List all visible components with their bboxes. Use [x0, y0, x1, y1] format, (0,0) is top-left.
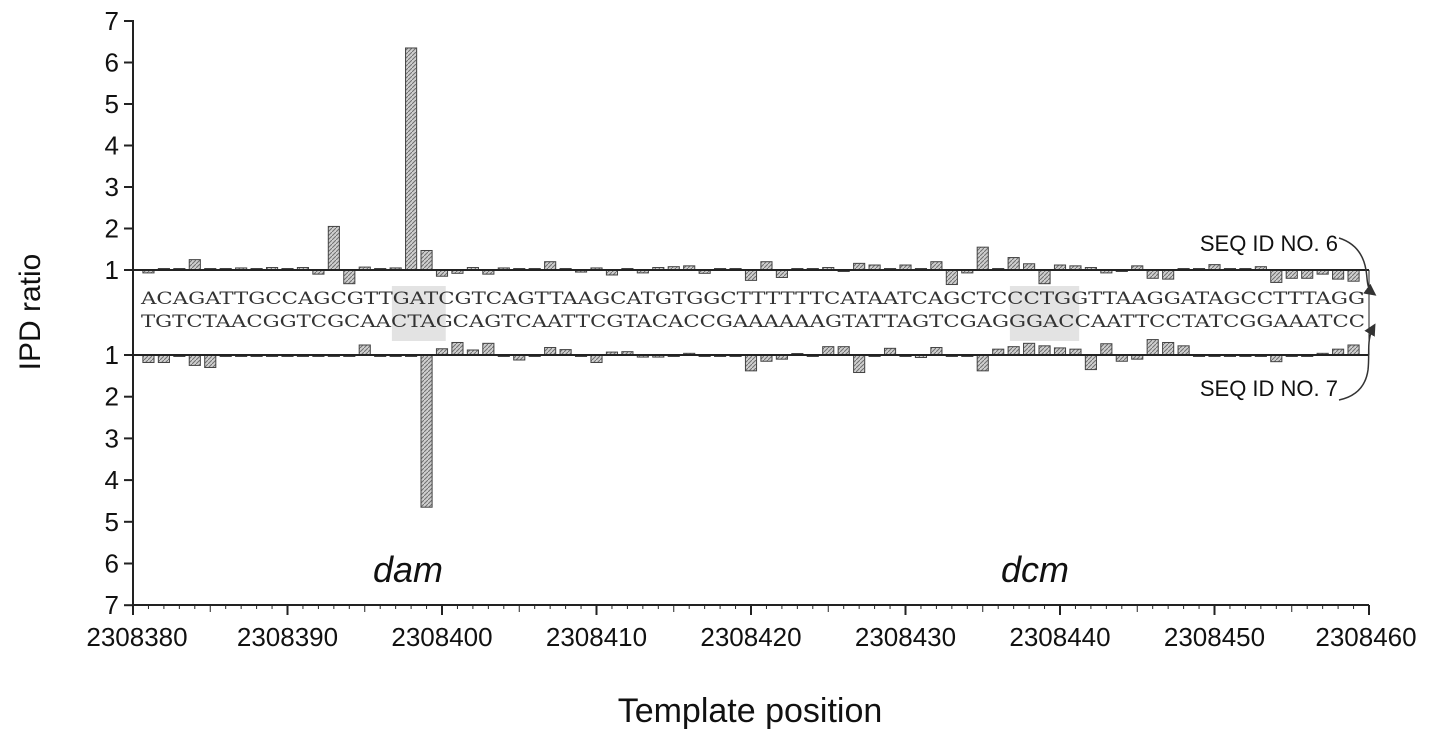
x-axis-label: Template position: [618, 692, 883, 730]
bar-bottom: [883, 347, 897, 356]
bar-bottom: [853, 354, 866, 374]
bar-top: [1146, 269, 1159, 279]
y-tick-label: 1: [105, 340, 119, 370]
bar-top: [343, 269, 356, 285]
bar-top: [1301, 269, 1314, 279]
bar-top: [327, 225, 340, 271]
baselines: [133, 269, 1369, 356]
x-tick-label: 2308400: [391, 622, 492, 652]
bar-bottom: [590, 354, 603, 364]
bar-bottom: [157, 354, 170, 364]
bar-bottom: [976, 354, 989, 372]
bar-bottom: [1023, 342, 1036, 356]
bar-bottom: [1007, 346, 1020, 356]
bar-bottom: [1162, 341, 1175, 356]
bar-bottom: [1038, 345, 1051, 356]
bar-top: [188, 259, 201, 271]
sequence-top: ACAGATTGCCAGCGTTGATCGTCAGTTAAGCATGTGGCTT…: [140, 289, 1365, 309]
bar-bottom: [544, 346, 557, 356]
sequence-bottom: TGTCTAACGGTCGCAACTAGCAGTCAATTCGTACACCGAA…: [141, 312, 1365, 332]
legend-seq-id-6: SEQ ID NO. 6: [1200, 231, 1338, 256]
y-tick-label: 4: [105, 131, 119, 161]
x-tick-label: 2308380: [86, 622, 187, 652]
x-tick-label: 2308440: [1009, 622, 1110, 652]
bar-bottom: [482, 342, 495, 356]
bar-top: [744, 269, 758, 281]
sequence-highlights: [391, 286, 1080, 341]
bar-bottom: [1177, 345, 1190, 356]
annotation-dam: dam: [373, 549, 443, 590]
bar-bottom: [358, 344, 371, 356]
bar-bottom: [1347, 344, 1360, 356]
bottom-strand-bars: [142, 339, 1360, 508]
y-tick-label: 6: [105, 48, 119, 78]
bar-bottom: [1146, 339, 1159, 356]
arrow-seq-id-7: [1338, 323, 1376, 401]
y-tick-label: 7: [105, 6, 119, 36]
bar-bottom: [1084, 354, 1097, 371]
annotation-dcm: dcm: [1001, 549, 1069, 590]
bar-bottom: [420, 354, 433, 508]
x-tick-label: 2308430: [855, 622, 956, 652]
x-tick-label: 2308420: [700, 622, 801, 652]
bar-top: [1038, 269, 1051, 285]
y-tick-label: 2: [105, 214, 119, 244]
bar-top: [1347, 269, 1360, 282]
x-tick-label: 2308390: [237, 622, 338, 652]
x-ticks: 2308380 2308390 2308400 2308410 2308420 23084…: [86, 605, 1417, 652]
bar-bottom: [142, 354, 155, 364]
bar-top: [405, 47, 418, 271]
bar-top: [1332, 269, 1345, 280]
bar-bottom: [188, 354, 201, 366]
bar-bottom: [204, 354, 217, 369]
bar-top: [1285, 269, 1298, 279]
highlight-region: [391, 286, 446, 341]
bar-top: [760, 261, 773, 271]
bar-top: [945, 269, 958, 286]
x-tick-label: 2308460: [1315, 622, 1416, 652]
bar-bottom: [1270, 354, 1283, 363]
bar-bottom: [744, 354, 758, 372]
y-tick-label: 2: [105, 382, 119, 412]
bar-bottom: [451, 341, 464, 356]
bar-top: [420, 249, 433, 271]
x-tick-label: 2308450: [1164, 622, 1265, 652]
bar-bottom: [930, 346, 943, 356]
sequences: ACAGATTGCCAGCGTTGATCGTCAGTTAAGCATGTGGCTT…: [140, 289, 1365, 332]
bar-bottom: [1053, 347, 1067, 356]
bar-top: [1007, 257, 1020, 271]
legend-seq-id-7: SEQ ID NO. 7: [1200, 376, 1338, 401]
y-tick-label: 5: [105, 507, 119, 537]
bar-top: [976, 246, 989, 271]
y-tick-label: 7: [105, 590, 119, 620]
bar-bottom: [822, 346, 835, 356]
highlight-region: [1009, 286, 1080, 341]
bar-top: [930, 261, 943, 271]
bar-top: [1270, 269, 1283, 283]
bar-bottom: [1100, 343, 1113, 356]
y-tick-label: 3: [105, 423, 119, 453]
bar-top: [1162, 269, 1175, 280]
arrow-seq-id-6: [1338, 237, 1377, 296]
y-tick-label: 4: [105, 465, 119, 495]
y-tick-label: 6: [105, 549, 119, 579]
bar-top: [775, 269, 788, 278]
y-tick-label: 3: [105, 172, 119, 202]
top-strand-bars: [142, 47, 1360, 286]
bar-bottom: [837, 346, 850, 356]
bar-top: [544, 261, 557, 271]
y-tick-label: 1: [105, 255, 119, 285]
y-ticks: 7 6 5 4 3 2 1 1 2 3 4 5 6 7: [105, 6, 133, 620]
y-axis-label: IPD ratio: [14, 254, 47, 371]
x-tick-label: 2308410: [546, 622, 647, 652]
y-tick-label: 5: [105, 89, 119, 119]
